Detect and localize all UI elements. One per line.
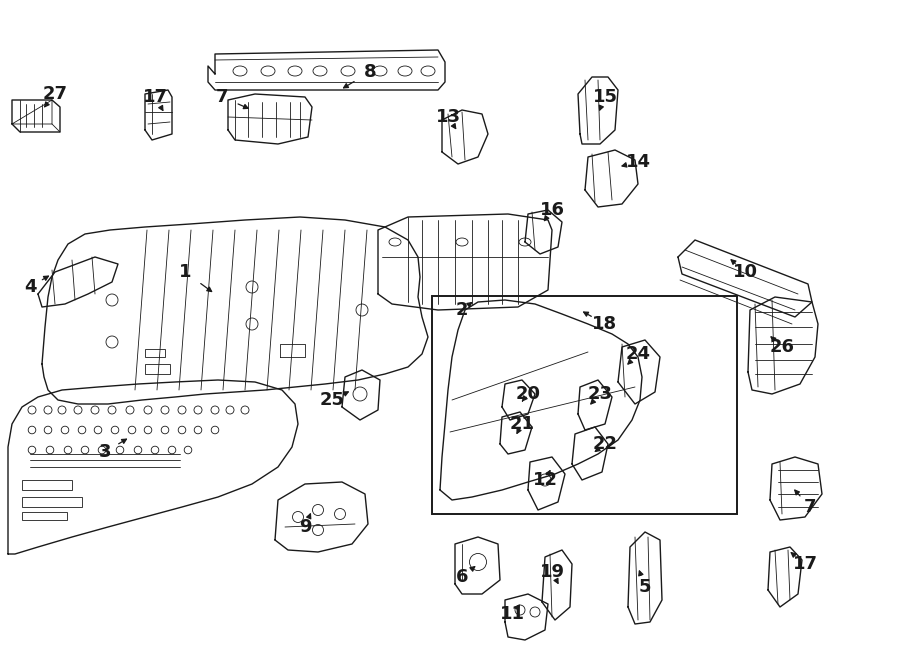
Text: 5: 5 [639,578,652,596]
Text: 7: 7 [216,88,229,106]
Text: 14: 14 [626,153,651,171]
Text: 27: 27 [42,85,68,103]
Text: 20: 20 [516,385,541,403]
Bar [145,364,170,374]
Text: 15: 15 [592,88,617,106]
Text: 7: 7 [804,498,816,516]
Text: 18: 18 [592,315,617,333]
Text: 19: 19 [539,563,564,581]
Text: 11: 11 [500,605,525,623]
Bar [432,296,737,514]
Bar [145,349,165,357]
Text: 4: 4 [23,278,36,296]
Text: 17: 17 [793,555,817,573]
Bar [22,497,82,507]
Text: 24: 24 [626,345,651,363]
Text: 25: 25 [320,391,345,409]
Text: 26: 26 [770,338,795,356]
Text: 21: 21 [509,415,535,433]
Bar [22,480,72,490]
Text: 23: 23 [588,385,613,403]
Text: 2: 2 [455,301,468,319]
Text: 13: 13 [436,108,461,126]
Text: 22: 22 [592,435,617,453]
Text: 9: 9 [299,518,311,536]
Text: 8: 8 [364,63,376,81]
Text: 3: 3 [99,443,112,461]
Text: 16: 16 [539,201,564,219]
Text: 1: 1 [179,263,191,281]
Text: 17: 17 [142,88,167,106]
Text: 12: 12 [533,471,557,489]
Bar [22,512,67,520]
Text: 6: 6 [455,568,468,586]
Text: 10: 10 [733,263,758,281]
